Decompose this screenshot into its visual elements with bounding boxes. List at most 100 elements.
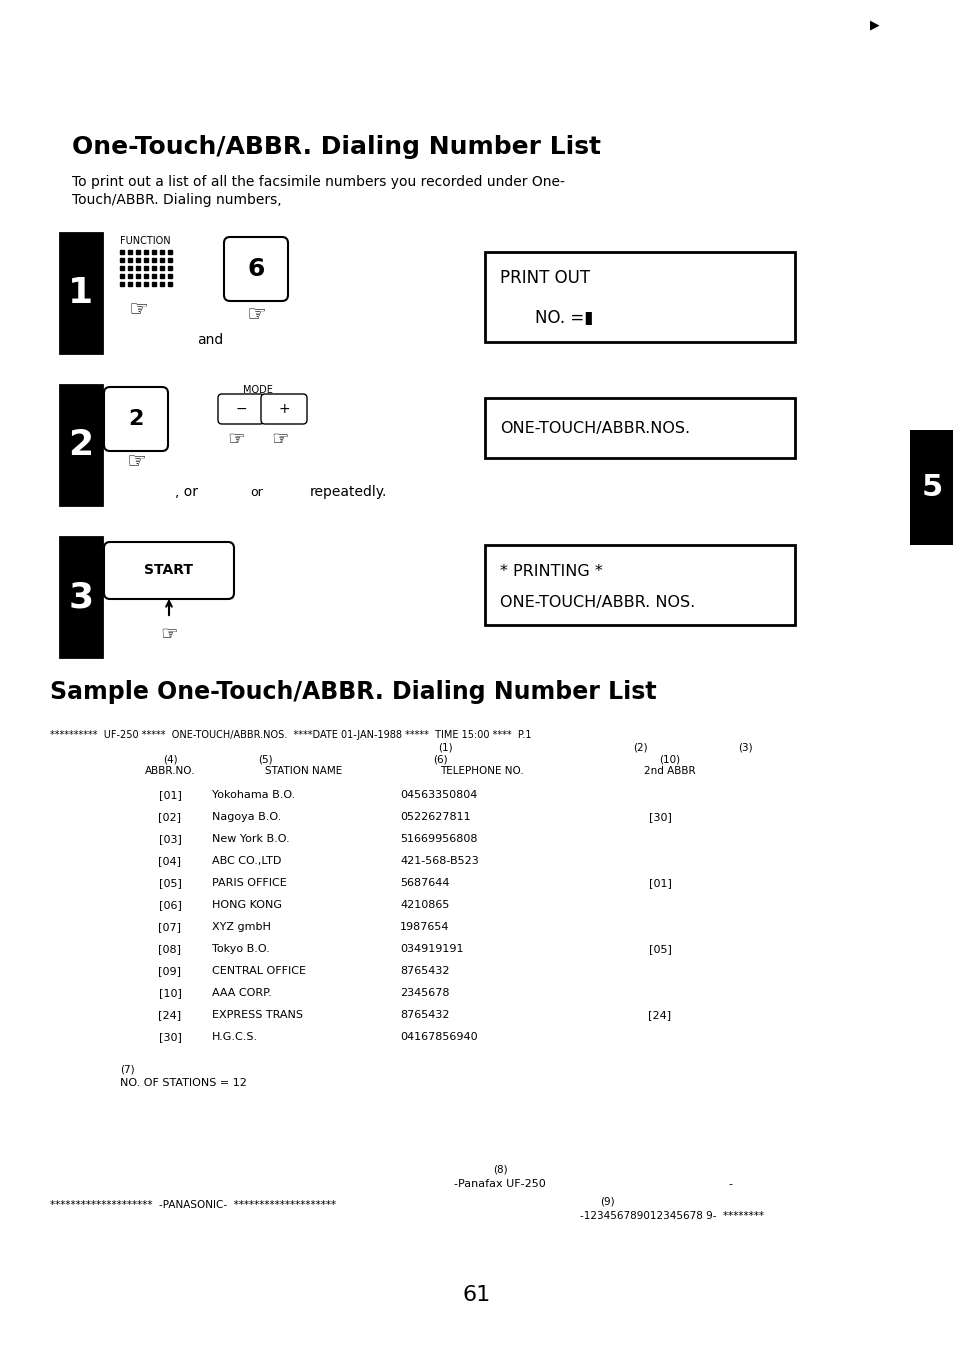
Text: To print out a list of all the facsimile numbers you recorded under One-: To print out a list of all the facsimile… bbox=[71, 175, 564, 189]
Text: **********  UF-250 *****  ONE-TOUCH/ABBR.NOS.  ****DATE 01-JAN-1988 *****  TIME : ********** UF-250 ***** ONE-TOUCH/ABBR.N… bbox=[50, 730, 531, 741]
Text: Yokohama B.O.: Yokohama B.O. bbox=[212, 791, 294, 800]
Text: ABBR.NO.: ABBR.NO. bbox=[145, 766, 195, 776]
Text: (6): (6) bbox=[433, 754, 447, 764]
Bar bbox=[60, 233, 102, 353]
Text: START: START bbox=[144, 563, 193, 577]
FancyBboxPatch shape bbox=[104, 387, 168, 451]
Text: -123456789012345678 9-  ********: -123456789012345678 9- ******** bbox=[579, 1211, 763, 1221]
Text: [01]: [01] bbox=[648, 878, 671, 888]
Text: (8): (8) bbox=[492, 1166, 507, 1175]
Text: * PRINTING *: * PRINTING * bbox=[499, 564, 602, 580]
Text: 51669956808: 51669956808 bbox=[399, 834, 477, 844]
Text: [09]: [09] bbox=[158, 966, 181, 975]
Text: , or: , or bbox=[174, 486, 198, 499]
Text: ☞: ☞ bbox=[227, 430, 245, 449]
FancyBboxPatch shape bbox=[261, 394, 307, 424]
Text: (2): (2) bbox=[632, 742, 647, 751]
Bar bbox=[484, 398, 794, 459]
Text: 6: 6 bbox=[247, 258, 264, 281]
Text: 3: 3 bbox=[69, 580, 93, 614]
Text: (5): (5) bbox=[257, 754, 272, 764]
Text: 2: 2 bbox=[69, 428, 93, 461]
Bar bbox=[484, 545, 794, 625]
Text: 0522627811: 0522627811 bbox=[399, 812, 470, 822]
Text: [10]: [10] bbox=[158, 987, 181, 998]
FancyBboxPatch shape bbox=[224, 237, 288, 301]
Text: ▶: ▶ bbox=[869, 18, 879, 31]
Text: [30]: [30] bbox=[158, 1032, 181, 1041]
Bar bbox=[909, 430, 953, 545]
Text: +: + bbox=[278, 402, 290, 415]
Text: [04]: [04] bbox=[158, 857, 181, 866]
Text: [05]: [05] bbox=[648, 944, 671, 954]
Text: NO. =▮: NO. =▮ bbox=[535, 309, 593, 326]
Text: MODE: MODE bbox=[243, 384, 273, 395]
Text: 2nd ABBR: 2nd ABBR bbox=[643, 766, 695, 776]
Text: 04563350804: 04563350804 bbox=[399, 791, 476, 800]
Text: AAA CORP.: AAA CORP. bbox=[212, 987, 272, 998]
Text: ☞: ☞ bbox=[271, 430, 289, 449]
Text: ONE-TOUCH/ABBR.NOS.: ONE-TOUCH/ABBR.NOS. bbox=[499, 421, 689, 436]
Text: (7): (7) bbox=[120, 1064, 134, 1074]
Bar bbox=[60, 384, 102, 505]
Text: PARIS OFFICE: PARIS OFFICE bbox=[212, 878, 287, 888]
Text: NO. OF STATIONS = 12: NO. OF STATIONS = 12 bbox=[120, 1078, 247, 1089]
Text: [30]: [30] bbox=[648, 812, 671, 822]
Text: -Panafax UF-250: -Panafax UF-250 bbox=[454, 1179, 545, 1188]
Text: [07]: [07] bbox=[158, 921, 181, 932]
Text: [06]: [06] bbox=[158, 900, 181, 911]
Text: H.G.C.S.: H.G.C.S. bbox=[212, 1032, 258, 1041]
Text: XYZ gmbH: XYZ gmbH bbox=[212, 921, 271, 932]
Text: repeatedly.: repeatedly. bbox=[310, 486, 387, 499]
Text: −: − bbox=[235, 402, 247, 415]
Text: PRINT OUT: PRINT OUT bbox=[499, 268, 590, 287]
Bar bbox=[60, 537, 102, 657]
Text: ☞: ☞ bbox=[126, 452, 146, 472]
Text: -: - bbox=[727, 1179, 731, 1188]
Text: ABC CO.,LTD: ABC CO.,LTD bbox=[212, 857, 281, 866]
Text: or: or bbox=[251, 486, 263, 499]
Text: [08]: [08] bbox=[158, 944, 181, 954]
Text: 04167856940: 04167856940 bbox=[399, 1032, 477, 1041]
Text: HONG KONG: HONG KONG bbox=[212, 900, 282, 911]
Text: EXPRESS TRANS: EXPRESS TRANS bbox=[212, 1010, 303, 1020]
Text: 8765432: 8765432 bbox=[399, 1010, 449, 1020]
Text: One-Touch/ABBR. Dialing Number List: One-Touch/ABBR. Dialing Number List bbox=[71, 135, 600, 159]
Text: 1987654: 1987654 bbox=[399, 921, 449, 932]
Text: (9): (9) bbox=[599, 1197, 614, 1207]
Text: CENTRAL OFFICE: CENTRAL OFFICE bbox=[212, 966, 306, 975]
Text: (4): (4) bbox=[163, 754, 177, 764]
FancyBboxPatch shape bbox=[104, 542, 233, 599]
Text: [24]: [24] bbox=[158, 1010, 181, 1020]
Text: New York B.O.: New York B.O. bbox=[212, 834, 290, 844]
Text: TELEPHONE NO.: TELEPHONE NO. bbox=[439, 766, 523, 776]
Text: Nagoya B.O.: Nagoya B.O. bbox=[212, 812, 281, 822]
FancyBboxPatch shape bbox=[218, 394, 264, 424]
Text: 4210865: 4210865 bbox=[399, 900, 449, 911]
Text: [01]: [01] bbox=[158, 791, 181, 800]
Text: Sample One-Touch/ABBR. Dialing Number List: Sample One-Touch/ABBR. Dialing Number Li… bbox=[50, 680, 656, 704]
Text: ☞: ☞ bbox=[246, 305, 266, 325]
Text: STATION NAME: STATION NAME bbox=[265, 766, 342, 776]
Text: 8765432: 8765432 bbox=[399, 966, 449, 975]
Text: 421-568-B523: 421-568-B523 bbox=[399, 857, 478, 866]
Text: [02]: [02] bbox=[158, 812, 181, 822]
Text: [03]: [03] bbox=[158, 834, 181, 844]
Text: 5: 5 bbox=[921, 472, 942, 502]
Text: 1: 1 bbox=[69, 277, 93, 310]
Text: Touch/ABBR. Dialing numbers,: Touch/ABBR. Dialing numbers, bbox=[71, 193, 281, 206]
Text: (1): (1) bbox=[437, 742, 452, 751]
Text: ********************  -PANASONIC-  ********************: ******************** -PANASONIC- *******… bbox=[50, 1201, 335, 1210]
Text: (10): (10) bbox=[659, 754, 679, 764]
Text: ☞: ☞ bbox=[128, 299, 148, 320]
Text: Tokyo B.O.: Tokyo B.O. bbox=[212, 944, 270, 954]
Text: 5687644: 5687644 bbox=[399, 878, 449, 888]
Bar bbox=[484, 252, 794, 343]
Text: [24]: [24] bbox=[648, 1010, 671, 1020]
Text: 2: 2 bbox=[128, 409, 144, 429]
Text: FUNCTION: FUNCTION bbox=[120, 236, 171, 246]
Text: ONE-TOUCH/ABBR. NOS.: ONE-TOUCH/ABBR. NOS. bbox=[499, 595, 695, 610]
Text: and: and bbox=[196, 333, 223, 347]
Text: [05]: [05] bbox=[158, 878, 181, 888]
Text: (3): (3) bbox=[737, 742, 752, 751]
